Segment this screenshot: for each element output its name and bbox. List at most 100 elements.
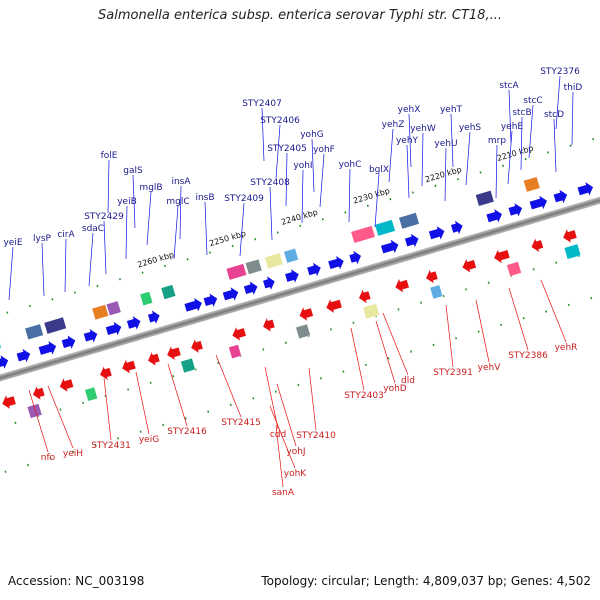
forward-gene-arrow[interactable] (83, 327, 99, 344)
gene-label[interactable]: yehZ (382, 120, 405, 130)
reverse-gene-arrow[interactable] (165, 345, 181, 362)
feature-box[interactable] (180, 357, 196, 374)
reverse-gene-arrow[interactable] (31, 385, 46, 402)
reverse-gene-arrow[interactable] (120, 358, 136, 375)
reverse-gene-arrow[interactable] (324, 297, 342, 315)
forward-gene-arrow[interactable] (327, 254, 345, 272)
feature-box[interactable] (283, 247, 299, 264)
gene-label[interactable]: STY2409 (224, 194, 264, 204)
gene-label[interactable]: STY2386 (508, 351, 548, 361)
gene-label[interactable]: STY2429 (84, 212, 124, 222)
feature-box[interactable] (374, 219, 396, 237)
reverse-gene-arrow[interactable] (530, 237, 545, 254)
gene-label[interactable]: stcB (512, 108, 531, 118)
gene-label[interactable]: STY2416 (167, 427, 207, 437)
gene-label[interactable]: yohI (293, 161, 312, 171)
gene-label[interactable]: STY2410 (296, 431, 336, 441)
gene-label[interactable]: dld (401, 376, 415, 386)
reverse-gene-arrow[interactable] (146, 351, 161, 368)
gene-label[interactable]: yeiG (139, 435, 159, 445)
forward-gene-arrow[interactable] (203, 292, 219, 309)
gene-label[interactable]: STY2431 (91, 441, 131, 451)
forward-gene-arrow[interactable] (262, 275, 277, 292)
feature-box[interactable] (43, 316, 67, 335)
gene-label[interactable]: folE (101, 151, 118, 161)
feature-box[interactable] (506, 261, 522, 277)
gene-label[interactable]: lysP (33, 234, 52, 244)
forward-gene-arrow[interactable] (380, 238, 400, 256)
reverse-gene-arrow[interactable] (98, 365, 113, 382)
gene-label[interactable]: yehW (410, 124, 436, 134)
gene-label[interactable]: galS (123, 166, 143, 176)
reverse-gene-arrow[interactable] (393, 277, 409, 294)
forward-gene-arrow[interactable] (428, 224, 446, 242)
reverse-gene-arrow[interactable] (58, 376, 74, 393)
feature-box[interactable] (264, 252, 284, 270)
reverse-gene-arrow[interactable] (461, 257, 477, 274)
forward-gene-arrow[interactable] (486, 207, 504, 225)
gene-label[interactable]: yohD (383, 384, 407, 394)
feature-box[interactable] (475, 189, 495, 207)
gene-label[interactable]: stcA (499, 81, 519, 91)
gene-label[interactable]: yehU (434, 139, 457, 149)
gene-label[interactable]: nfo (41, 453, 56, 463)
feature-box[interactable] (244, 258, 263, 275)
gene-label[interactable]: yehR (555, 343, 578, 353)
feature-box[interactable] (563, 243, 582, 260)
reverse-gene-arrow[interactable] (298, 305, 314, 322)
gene-label[interactable]: STY2405 (267, 144, 307, 154)
reverse-gene-arrow[interactable] (492, 247, 510, 265)
gene-label[interactable]: STY2406 (260, 116, 300, 126)
gene-label[interactable]: yehT (440, 105, 463, 115)
forward-gene-arrow[interactable] (16, 347, 32, 364)
forward-gene-arrow[interactable] (105, 320, 123, 338)
feature-box[interactable] (362, 303, 380, 320)
gene-label[interactable]: sdaC (82, 224, 104, 234)
gene-label[interactable]: mrp (488, 136, 506, 146)
gene-label[interactable]: yehV (478, 363, 502, 373)
feature-box[interactable] (84, 386, 99, 402)
feature-box[interactable] (295, 323, 311, 340)
gene-label[interactable]: yeiB (117, 197, 137, 207)
feature-box[interactable] (225, 263, 248, 281)
forward-gene-arrow[interactable] (529, 194, 549, 212)
reverse-gene-arrow[interactable] (189, 338, 204, 355)
gene-label[interactable]: stcC (523, 96, 542, 106)
gene-label[interactable]: cdd (270, 430, 286, 440)
forward-gene-arrow[interactable] (404, 232, 420, 249)
forward-gene-arrow[interactable] (61, 334, 77, 351)
gene-label[interactable]: stcD (544, 110, 564, 120)
forward-gene-arrow[interactable] (306, 261, 322, 278)
feature-box[interactable] (523, 176, 541, 193)
forward-gene-arrow[interactable] (348, 249, 363, 266)
feature-box[interactable] (91, 304, 110, 321)
forward-gene-arrow[interactable] (126, 314, 142, 331)
feature-box[interactable] (350, 225, 376, 244)
reverse-gene-arrow[interactable] (230, 325, 246, 342)
gene-label[interactable]: mglB (139, 183, 162, 193)
gene-label[interactable]: mglC (166, 197, 189, 207)
gene-label[interactable]: thiD (564, 83, 583, 93)
reverse-gene-arrow[interactable] (561, 227, 577, 244)
feature-box[interactable] (105, 300, 122, 317)
gene-label[interactable]: yeiE (3, 238, 22, 248)
feature-box[interactable] (139, 291, 154, 307)
forward-gene-arrow[interactable] (38, 339, 58, 357)
gene-label[interactable]: STY2407 (242, 99, 282, 109)
feature-box[interactable] (398, 212, 420, 230)
gene-label[interactable]: STY2415 (221, 418, 261, 428)
gene-label[interactable]: yohG (300, 130, 324, 140)
reverse-gene-arrow[interactable] (261, 317, 276, 334)
gene-label[interactable]: yehX (398, 105, 421, 115)
gene-label[interactable]: STY2408 (250, 178, 290, 188)
gene-label[interactable]: STY2403 (344, 391, 384, 401)
gene-label[interactable]: cirA (57, 230, 75, 240)
feature-box[interactable] (228, 344, 242, 360)
forward-gene-arrow[interactable] (450, 219, 465, 236)
gene-label[interactable]: yohK (284, 469, 308, 479)
gene-label[interactable]: yehY (396, 136, 419, 146)
gene-label[interactable]: yeiH (63, 449, 83, 459)
feature-box[interactable] (0, 335, 2, 355)
forward-gene-arrow[interactable] (0, 354, 10, 372)
gene-label[interactable]: yehS (459, 123, 482, 133)
